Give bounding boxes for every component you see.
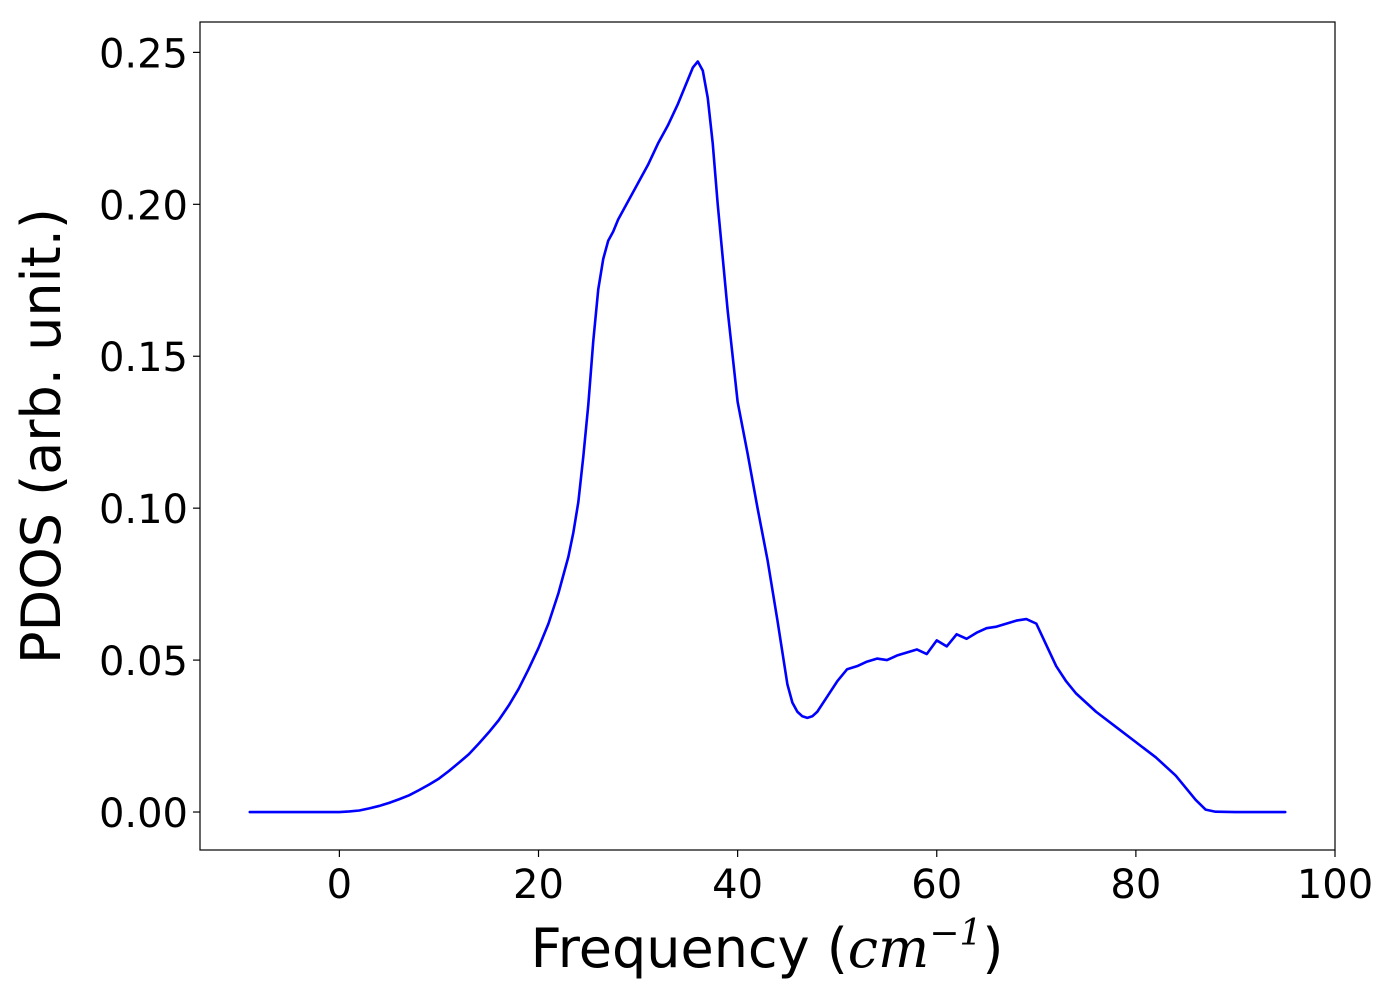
y-axis-label: PDOS (arb. unit.) [10, 208, 73, 664]
x-tick-label: 100 [1297, 862, 1373, 908]
y-tick-label: 0.00 [99, 791, 188, 837]
plot-area-background [200, 22, 1335, 850]
plot-frame [199, 21, 1336, 851]
x-tick-label: 80 [1110, 862, 1161, 908]
x-tick-label: 20 [513, 862, 564, 908]
x-tick-label: 60 [911, 862, 962, 908]
y-axis-ticks: 0.00 0.05 0.10 0.15 0.20 0.25 [99, 31, 200, 837]
x-axis-label: Frequency (cm−1) [531, 913, 1004, 980]
y-tick-label: 0.10 [99, 487, 188, 533]
x-axis-ticks: 0 20 40 60 80 100 [327, 850, 1373, 908]
y-tick-label: 0.15 [99, 335, 188, 381]
y-tick-label: 0.25 [99, 31, 188, 77]
x-tick-label: 40 [712, 862, 763, 908]
pdos-series-line [248, 60, 1287, 814]
x-tick-label: 0 [327, 862, 352, 908]
y-tick-label: 0.20 [99, 183, 188, 229]
y-tick-label: 0.05 [99, 639, 188, 685]
